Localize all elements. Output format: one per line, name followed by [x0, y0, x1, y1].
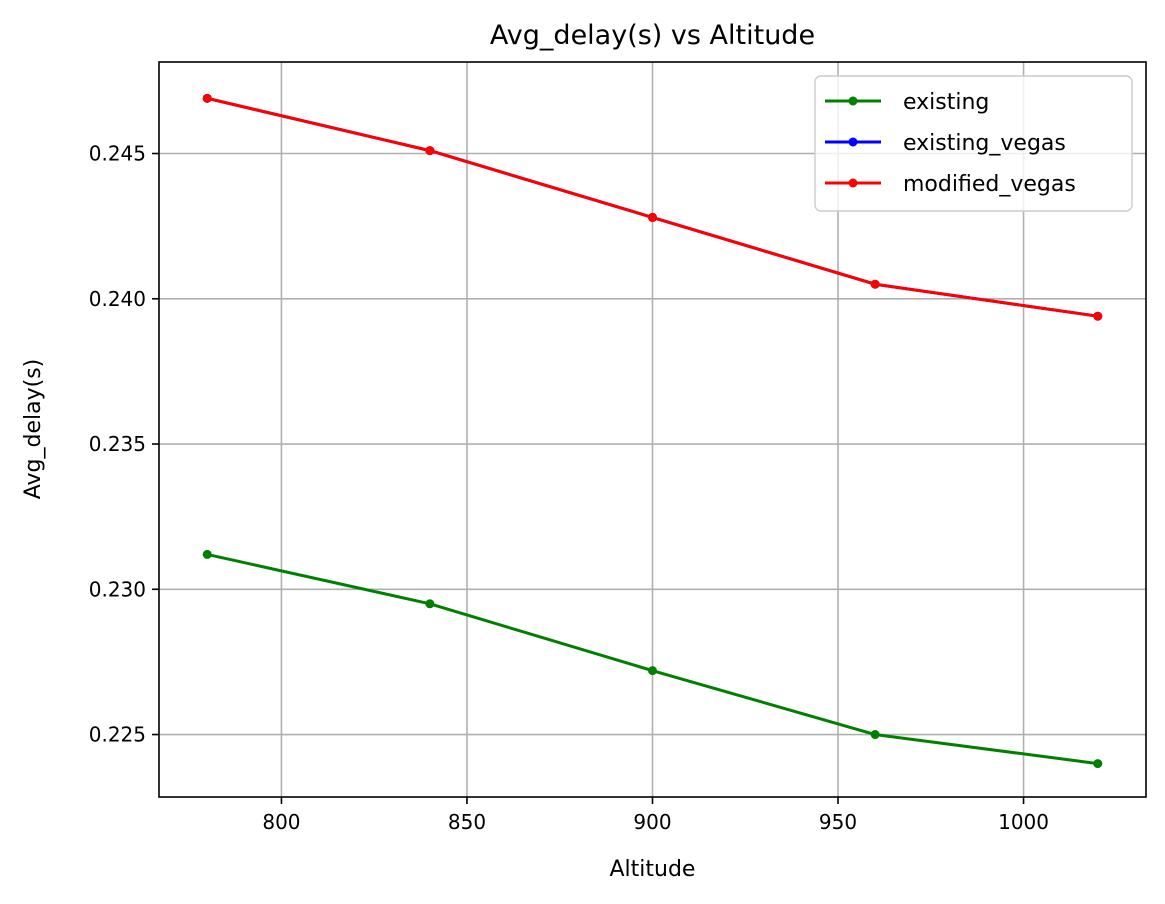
data-point — [648, 666, 657, 676]
x-tick-label: 1000 — [998, 810, 1049, 834]
data-point — [425, 146, 435, 156]
y-tick-label: 0.245 — [89, 142, 146, 166]
legend-swatch-marker — [848, 178, 858, 188]
data-point — [1093, 311, 1103, 321]
data-point — [425, 599, 435, 609]
x-tick-label: 900 — [633, 810, 671, 834]
series-modified_vegas — [202, 93, 1103, 321]
legend-label: modified_vegas — [903, 172, 1076, 197]
data-point — [1093, 759, 1103, 769]
x-axis-label: Altitude — [610, 857, 696, 882]
series-existing — [202, 549, 1103, 769]
legend-entry: existing_vegas — [825, 131, 1066, 156]
data-point — [648, 212, 657, 222]
y-axis-label: Avg_delay(s) — [21, 359, 46, 500]
y-tick-label: 0.235 — [89, 432, 146, 456]
data-point — [202, 93, 212, 103]
plot-series — [202, 93, 1103, 769]
data-point — [870, 730, 880, 740]
chart-title: Avg_delay(s) vs Altitude — [490, 20, 815, 51]
legend-swatch-marker — [848, 96, 858, 106]
legend-label: existing — [903, 90, 989, 115]
data-point — [202, 549, 212, 559]
legend-entry: modified_vegas — [825, 172, 1076, 197]
x-tick-label: 850 — [448, 810, 486, 834]
x-tick-label: 800 — [262, 810, 300, 834]
legend: existing existing_vegas modified_vegas — [814, 75, 1133, 212]
x-tick-label: 950 — [819, 810, 857, 834]
data-point — [870, 279, 880, 289]
legend-box — [814, 75, 1133, 212]
legend-label: existing_vegas — [903, 131, 1066, 156]
legend-entry: existing — [825, 90, 989, 115]
y-tick-label: 0.240 — [89, 287, 146, 311]
y-tick-label: 0.230 — [89, 577, 146, 601]
axis-ticks: 800 850 900 950 1000 0.225 0.230 0.235 0.240 0.24… — [89, 142, 1049, 834]
legend-swatch-marker — [848, 137, 858, 147]
y-tick-label: 0.225 — [89, 723, 146, 747]
